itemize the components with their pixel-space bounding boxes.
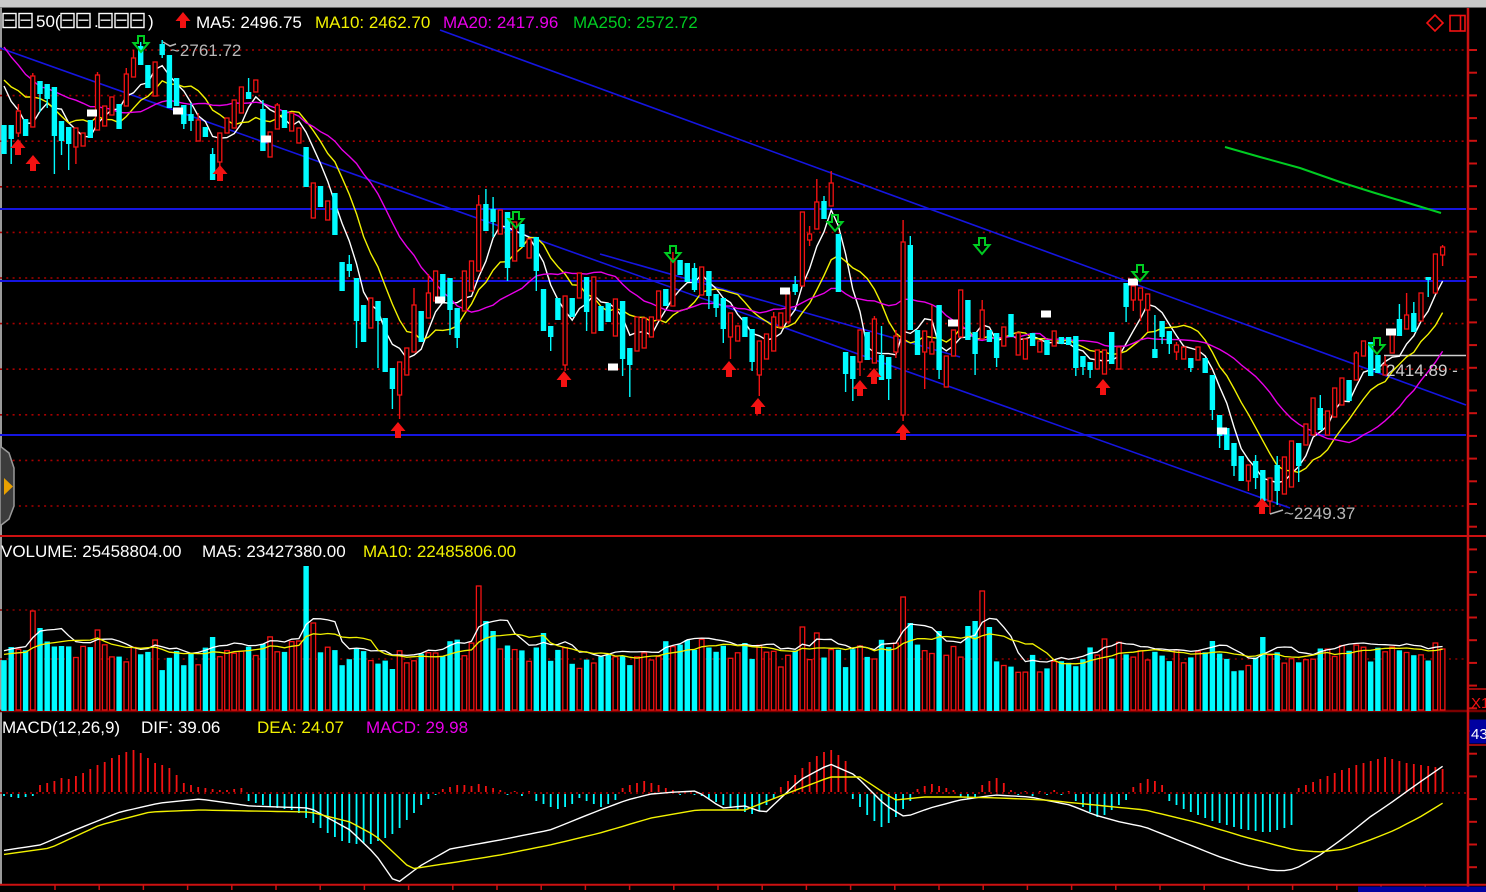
svg-text:.: . (94, 12, 99, 31)
svg-text:MACD(12,26,9): MACD(12,26,9) (2, 718, 120, 737)
svg-text:DIF: 39.06: DIF: 39.06 (141, 718, 220, 737)
svg-text:DEA: 24.07: DEA: 24.07 (257, 718, 344, 737)
svg-text:43: 43 (1471, 726, 1486, 743)
svg-text:MA10: 22485806.00: MA10: 22485806.00 (363, 542, 516, 561)
svg-text:2414.89 -: 2414.89 - (1386, 361, 1458, 380)
svg-text:): ) (148, 12, 154, 31)
svg-text:VOLUME: 25458804.00: VOLUME: 25458804.00 (1, 542, 182, 561)
svg-text:50(: 50( (36, 12, 61, 31)
svg-text:X1: X1 (1471, 695, 1486, 712)
svg-text:MACD: 29.98: MACD: 29.98 (366, 718, 468, 737)
svg-text:MA5: 23427380.00: MA5: 23427380.00 (202, 542, 346, 561)
svg-text:~2761.72: ~2761.72 (170, 41, 241, 60)
svg-text:~2249.37: ~2249.37 (1284, 504, 1355, 523)
svg-text:MA5: 2496.75: MA5: 2496.75 (196, 13, 302, 32)
svg-text:MA250: 2572.72: MA250: 2572.72 (573, 13, 698, 32)
svg-text:MA20: 2417.96: MA20: 2417.96 (443, 13, 558, 32)
svg-text:MA10: 2462.70: MA10: 2462.70 (315, 13, 430, 32)
